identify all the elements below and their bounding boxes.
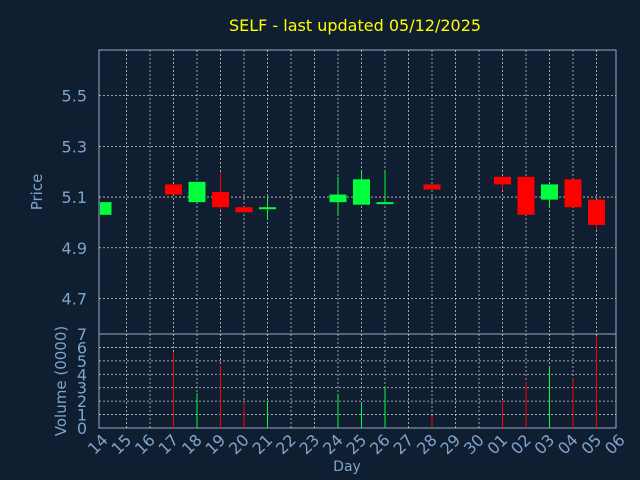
candle — [517, 176, 535, 215]
candle-body — [100, 202, 112, 215]
candle — [376, 171, 394, 205]
candle — [329, 176, 347, 215]
candle-body — [564, 179, 582, 208]
volume-tick-label: 1 — [77, 406, 87, 425]
candle — [100, 202, 112, 215]
price-y-ticks: 4.7 4.9 5.1 5.3 5.5 — [62, 87, 87, 309]
candle-body — [235, 207, 253, 213]
volume-tick-label: 7 — [77, 325, 87, 344]
candles — [100, 171, 605, 231]
volume-tick-label: 3 — [77, 379, 87, 398]
price-tick-label: 4.9 — [62, 239, 87, 258]
x-axis-label: Day — [333, 459, 361, 475]
price-tick-label: 5.5 — [62, 87, 87, 106]
candle — [494, 176, 511, 190]
candle — [588, 199, 605, 231]
candle — [212, 171, 229, 210]
price-panel: 4.7 4.9 5.1 5.3 5.5 Price — [28, 49, 617, 335]
candle-body — [353, 179, 370, 205]
volume-tick-label: 4 — [77, 365, 87, 384]
chart-title: SELF - last updated 05/12/2025 — [229, 16, 481, 35]
volume-tick-label: 0 — [77, 419, 87, 438]
candle-body — [541, 184, 558, 200]
candle — [188, 181, 206, 203]
candle — [259, 197, 276, 220]
candle-body — [165, 184, 182, 195]
candle — [165, 184, 182, 195]
candle — [564, 179, 582, 208]
candle-body — [423, 184, 441, 190]
price-axis-label: Price — [28, 174, 46, 211]
x-axis-ticks: 1415161718192021222324252627282930010203… — [84, 430, 629, 458]
candle — [541, 184, 558, 208]
candle-body — [188, 181, 206, 203]
candle-body — [517, 176, 535, 215]
candle-body — [494, 176, 511, 185]
price-tick-label: 5.1 — [62, 188, 87, 207]
price-tick-label: 5.3 — [62, 137, 87, 156]
volume-bars — [173, 336, 597, 428]
candle — [423, 184, 441, 190]
volume-tick-label: 5 — [77, 352, 87, 371]
volume-panel-frame — [98, 333, 617, 429]
volume-axis-label: Volume (0000) — [52, 326, 70, 436]
candle-body — [212, 192, 229, 208]
candle — [235, 207, 253, 213]
volume-grid — [99, 334, 616, 428]
candle-body — [376, 202, 394, 205]
candle-body — [329, 194, 347, 203]
volume-tick-label: 2 — [77, 392, 87, 411]
price-tick-label: 4.7 — [62, 290, 87, 309]
candle-body — [259, 207, 276, 210]
volume-tick-label: 6 — [77, 338, 87, 357]
candle — [353, 171, 370, 205]
x-tick-label: 06 — [601, 430, 629, 458]
candle-body — [588, 199, 605, 225]
